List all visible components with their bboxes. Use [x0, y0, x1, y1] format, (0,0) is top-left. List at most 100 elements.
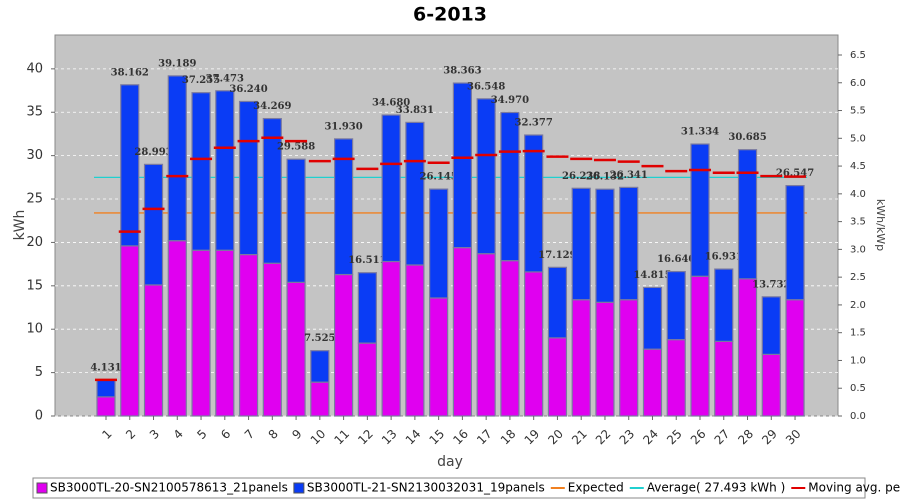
y-tick-label: 15	[26, 278, 43, 293]
bar-segment	[547, 266, 568, 339]
bar-segment	[405, 264, 425, 417]
x-tick-label: 13	[379, 427, 400, 448]
y2-tick-label: 0.5	[850, 383, 866, 394]
legend-label: SB3000TL-20-SN2100578613_21panels	[50, 481, 288, 495]
bar-segment	[96, 379, 116, 398]
bar-segment	[262, 117, 282, 264]
bar-segment	[642, 286, 663, 350]
total-label: 34.269	[253, 101, 291, 112]
bar-segment	[381, 260, 401, 417]
bar-segment	[143, 284, 164, 417]
bar-segment	[405, 121, 425, 266]
legend	[32, 477, 866, 499]
total-label: 26.341	[610, 170, 648, 181]
legend-label: SB3000TL-21-SN2130032031_19panels	[307, 481, 545, 495]
legend-label: Average( 27.493 kWh )	[647, 481, 786, 495]
bar-segment	[524, 134, 544, 273]
legend-swatch	[36, 482, 48, 494]
x-tick-label: 20	[545, 427, 566, 448]
bar-segment	[286, 158, 306, 283]
y-tick-label: 30	[26, 148, 43, 163]
bar-segment	[761, 353, 781, 417]
x-tick-label: 10	[308, 427, 329, 448]
y2-tick-label: 4.5	[850, 161, 866, 172]
total-label: 37.473	[206, 73, 244, 84]
bar-segment	[476, 98, 496, 255]
bar-segment	[785, 185, 805, 301]
chart-title: 6-2013	[413, 4, 487, 26]
x-tick-label: 16	[450, 427, 471, 448]
x-tick-label: 28	[735, 427, 756, 448]
bar-segment	[262, 262, 282, 417]
x-tick-label: 11	[331, 427, 352, 448]
total-label: 26.132	[586, 172, 624, 183]
bar-segment	[215, 249, 235, 417]
bar-segment	[642, 348, 663, 417]
y2-tick-label: 6.5	[850, 50, 866, 61]
bar-segment	[215, 90, 235, 251]
bar-segment	[571, 187, 591, 301]
x-tick-label: 23	[617, 427, 638, 448]
bar-segment	[737, 149, 758, 280]
total-label: 31.334	[681, 127, 719, 138]
y-tick-label: 20	[26, 235, 43, 250]
bar-segment	[785, 299, 805, 417]
bar-segment	[429, 297, 449, 417]
total-label: 36.548	[467, 81, 505, 92]
y2-tick-label: 2.5	[850, 272, 866, 283]
bar-segment	[737, 278, 758, 417]
bar-segment	[334, 273, 354, 417]
total-label: 14.815	[633, 270, 671, 281]
y-tick-label: 0	[35, 409, 43, 424]
total-label: 26.547	[776, 168, 814, 179]
bar-segment	[238, 100, 259, 256]
y2-tick-label: 4.0	[850, 189, 866, 200]
y2-axis-label: kWh/kWp	[874, 199, 887, 251]
x-tick-label: 26	[688, 427, 709, 448]
bar-segment	[334, 138, 354, 276]
x-tick-label: 3	[147, 427, 162, 442]
bar-segment	[357, 342, 377, 417]
total-label: 26.145	[419, 172, 457, 183]
total-label: 16.640	[657, 254, 695, 265]
x-tick-label: 15	[427, 427, 448, 448]
y-tick-label: 10	[26, 322, 43, 337]
bar-segment	[381, 114, 401, 263]
bar-segment	[167, 75, 187, 242]
y-tick-label: 35	[26, 105, 43, 120]
bar-segment	[690, 143, 710, 277]
bar-segment	[429, 188, 449, 299]
total-label: 34.680	[372, 98, 410, 109]
total-label: 17.129	[538, 250, 576, 261]
x-tick-label: 18	[498, 427, 519, 448]
total-label: 13.732	[752, 279, 790, 290]
bar-segment	[357, 272, 377, 344]
x-tick-label: 24	[640, 427, 661, 448]
bar-segment	[286, 281, 306, 417]
x-tick-label: 27	[712, 427, 733, 448]
bar-segment	[619, 299, 639, 417]
total-label: 7.525	[304, 333, 335, 344]
total-label: 38.363	[443, 66, 481, 77]
bar-segment	[238, 253, 259, 417]
y-tick-label: 25	[26, 192, 43, 207]
x-tick-label: 7	[242, 427, 257, 442]
bar-segment	[191, 249, 211, 417]
legend-label: Expected	[568, 481, 624, 495]
x-tick-label: 8	[266, 427, 281, 442]
legend-label: Moving avg. per day.	[808, 481, 900, 495]
x-tick-label: 19	[522, 427, 543, 448]
bar-segment	[714, 340, 734, 417]
legend-swatch	[293, 482, 305, 494]
bar-segment	[595, 301, 615, 417]
bar-segment	[143, 163, 164, 286]
x-tick-label: 5	[194, 427, 209, 442]
total-label: 26.238	[562, 171, 600, 182]
total-label: 16.511	[348, 255, 386, 266]
x-tick-label: 30	[783, 427, 804, 448]
bar-segment	[619, 186, 639, 301]
bar-segment	[666, 270, 686, 341]
x-tick-label: 25	[664, 427, 685, 448]
x-tick-label: 14	[403, 427, 424, 448]
